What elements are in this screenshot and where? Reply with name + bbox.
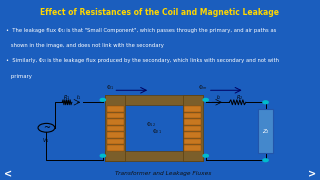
Bar <box>258 109 273 153</box>
Text: $R_1$: $R_1$ <box>63 93 70 102</box>
Bar <box>107 132 124 138</box>
Bar <box>107 119 124 125</box>
Bar <box>107 145 124 150</box>
Bar <box>106 150 203 161</box>
Text: $\Phi_{21}$: $\Phi_{21}$ <box>152 127 162 136</box>
Bar <box>107 112 124 118</box>
Text: ~: ~ <box>43 123 50 132</box>
Bar <box>107 139 124 144</box>
Circle shape <box>100 98 106 101</box>
Circle shape <box>100 154 106 157</box>
Circle shape <box>263 159 268 162</box>
Text: $I_2$: $I_2$ <box>216 93 221 102</box>
Text: $Z_2$: $Z_2$ <box>261 127 269 136</box>
Bar <box>184 145 201 150</box>
Bar <box>184 139 201 144</box>
Text: $I_1$: $I_1$ <box>76 93 81 102</box>
Circle shape <box>263 101 268 104</box>
Text: shown in the image, and does not link with the secondary: shown in the image, and does not link wi… <box>6 43 164 48</box>
Circle shape <box>203 154 208 157</box>
Bar <box>106 95 203 105</box>
Circle shape <box>203 98 208 101</box>
Bar <box>184 112 201 118</box>
Text: Effect of Resistances of the Coil and Magnetic Leakage: Effect of Resistances of the Coil and Ma… <box>41 8 279 17</box>
Bar <box>106 95 125 161</box>
Bar <box>184 106 201 112</box>
Bar <box>107 106 124 112</box>
Bar <box>184 132 201 138</box>
Bar <box>184 125 201 131</box>
Text: <: < <box>4 170 12 180</box>
Text: $\Phi_{lm}$: $\Phi_{lm}$ <box>198 84 207 92</box>
Text: $R_2$: $R_2$ <box>236 93 243 102</box>
Text: >: > <box>308 170 316 180</box>
Text: Transformer and Leakage Fluxes: Transformer and Leakage Fluxes <box>115 171 211 176</box>
Text: $\Phi_{l1}$: $\Phi_{l1}$ <box>106 84 115 92</box>
Bar <box>107 125 124 131</box>
Bar <box>183 95 203 161</box>
Text: $V_1$: $V_1$ <box>42 136 49 145</box>
Text: $\Phi_{12}$: $\Phi_{12}$ <box>147 121 156 129</box>
Text: •  Similarly, Φ₂ₗ is the leakage flux produced by the secondary, which links wit: • Similarly, Φ₂ₗ is the leakage flux pro… <box>6 58 279 63</box>
Bar <box>184 119 201 125</box>
Text: •  The leakage flux Φ₁ₗ is that "Small Component", which passes through the prim: • The leakage flux Φ₁ₗ is that "Small Co… <box>6 28 277 33</box>
Text: primary: primary <box>6 74 32 79</box>
